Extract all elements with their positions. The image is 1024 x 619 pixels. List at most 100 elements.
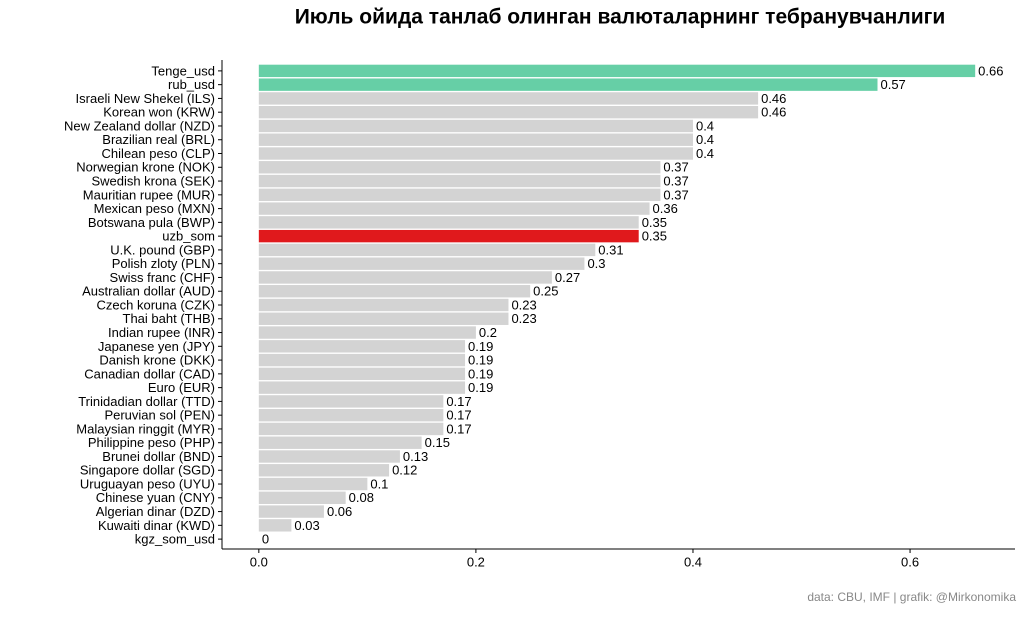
value-label: 0.35	[642, 215, 667, 230]
bar	[258, 464, 390, 477]
value-label: 0.35	[642, 229, 667, 244]
y-tick-label: Czech koruna (CZK)	[97, 297, 215, 312]
bar	[258, 326, 476, 339]
value-label: 0.37	[663, 160, 688, 175]
y-tick-label: Tenge_usd	[151, 63, 215, 78]
value-label: 0.23	[511, 297, 536, 312]
bar	[258, 161, 661, 174]
value-label: 0.19	[468, 339, 493, 354]
y-tick-label: Indian rupee (INR)	[108, 325, 215, 340]
y-tick-label: Swiss franc (CHF)	[110, 270, 215, 285]
value-label: 0.1	[370, 476, 388, 491]
bar	[258, 174, 661, 188]
x-tick-label: 0.6	[901, 554, 919, 569]
bar	[258, 353, 466, 367]
y-tick-label: Philippine peso (PHP)	[88, 435, 215, 450]
y-tick-label: Peruvian sol (PEN)	[104, 408, 215, 423]
value-label: 0.27	[555, 270, 580, 285]
y-tick-label: Brunei dollar (BND)	[102, 449, 215, 464]
value-label: 0.17	[446, 394, 471, 409]
x-tick-label: 0.0	[250, 554, 268, 569]
y-tick-label: Kuwaiti dinar (KWD)	[98, 518, 215, 533]
y-tick-label: Chinese yuan (CNY)	[96, 490, 215, 505]
bar	[258, 340, 466, 353]
bar	[258, 491, 346, 504]
bar	[258, 298, 509, 312]
value-label: 0.03	[294, 518, 319, 533]
y-tick-label: Thai baht (THB)	[123, 311, 215, 326]
bar	[258, 436, 422, 449]
value-label: 0.66	[978, 63, 1003, 78]
y-tick-label: Canadian dollar (CAD)	[84, 366, 215, 381]
value-label: 0.4	[696, 132, 714, 147]
y-tick-label: Malaysian ringgit (MYR)	[76, 421, 215, 436]
bar	[258, 243, 596, 257]
bar	[258, 188, 661, 202]
bar	[258, 147, 693, 160]
bar	[258, 106, 759, 119]
value-label: 0.19	[468, 366, 493, 381]
value-label: 0.17	[446, 421, 471, 436]
value-label: 0.3	[587, 256, 605, 271]
y-tick-label: Korean won (KRW)	[103, 105, 215, 120]
x-tick-label: 0.4	[684, 554, 702, 569]
y-tick-label: kgz_som_usd	[135, 532, 215, 547]
bar	[258, 408, 444, 422]
bar	[258, 450, 400, 463]
value-label: 0.37	[663, 173, 688, 188]
value-label: 0.46	[761, 91, 786, 106]
chart-title: Июль ойида танлаб олинган валюталарнинг …	[295, 6, 946, 29]
y-tick-label: Uruguayan peso (UYU)	[80, 476, 215, 491]
bar	[258, 519, 292, 532]
bar	[258, 78, 878, 91]
y-tick-label: Mauritian rupee (MUR)	[83, 187, 215, 202]
value-label: 0.19	[468, 380, 493, 395]
bar	[258, 216, 639, 229]
y-tick-label: Botswana pula (BWP)	[88, 215, 215, 230]
value-label: 0.13	[403, 449, 428, 464]
bar	[258, 64, 976, 78]
bar	[258, 477, 368, 491]
value-label: 0.19	[468, 353, 493, 368]
bar	[258, 422, 444, 436]
bar	[258, 285, 531, 298]
bar	[258, 202, 650, 215]
value-label: 0.4	[696, 118, 714, 133]
value-label: 0.17	[446, 408, 471, 423]
y-tick-label: Polish zloty (PLN)	[112, 256, 215, 271]
bar	[258, 395, 444, 408]
bar	[258, 381, 466, 394]
value-label: 0.57	[880, 77, 905, 92]
value-label: 0.31	[598, 242, 623, 257]
y-tick-label: Brazilian real (BRL)	[102, 132, 215, 147]
y-tick-label: uzb_som	[162, 229, 215, 244]
value-label: 0.08	[349, 490, 374, 505]
y-tick-label: U.K. pound (GBP)	[110, 242, 215, 257]
bar	[258, 257, 585, 270]
bar	[258, 367, 466, 381]
bar	[258, 505, 324, 518]
y-tick-label: Singapore dollar (SGD)	[80, 463, 215, 478]
value-label: 0.23	[511, 311, 536, 326]
bar	[258, 92, 759, 105]
caption: data: CBU, IMF | grafik: @Mirkonomika	[807, 590, 1016, 604]
y-tick-label: rub_usd	[168, 77, 215, 92]
value-label: 0.36	[653, 201, 678, 216]
bar	[258, 271, 552, 284]
y-tick-label: Mexican peso (MXN)	[94, 201, 215, 216]
y-tick-label: Danish krone (DKK)	[99, 353, 215, 368]
y-tick-label: Euro (EUR)	[148, 380, 215, 395]
value-label: 0.15	[425, 435, 450, 450]
value-label: 0.2	[479, 325, 497, 340]
y-tick-label: Chilean peso (CLP)	[102, 146, 215, 161]
value-label: 0.4	[696, 146, 714, 161]
bar	[258, 119, 693, 133]
y-tick-label: New Zealand dollar (NZD)	[64, 118, 215, 133]
value-label: 0.46	[761, 105, 786, 120]
value-label: 0.06	[327, 504, 352, 519]
y-tick-label: Norwegian krone (NOK)	[76, 160, 215, 175]
value-label: 0.25	[533, 284, 558, 299]
value-label: 0.37	[663, 187, 688, 202]
bar	[258, 229, 639, 243]
